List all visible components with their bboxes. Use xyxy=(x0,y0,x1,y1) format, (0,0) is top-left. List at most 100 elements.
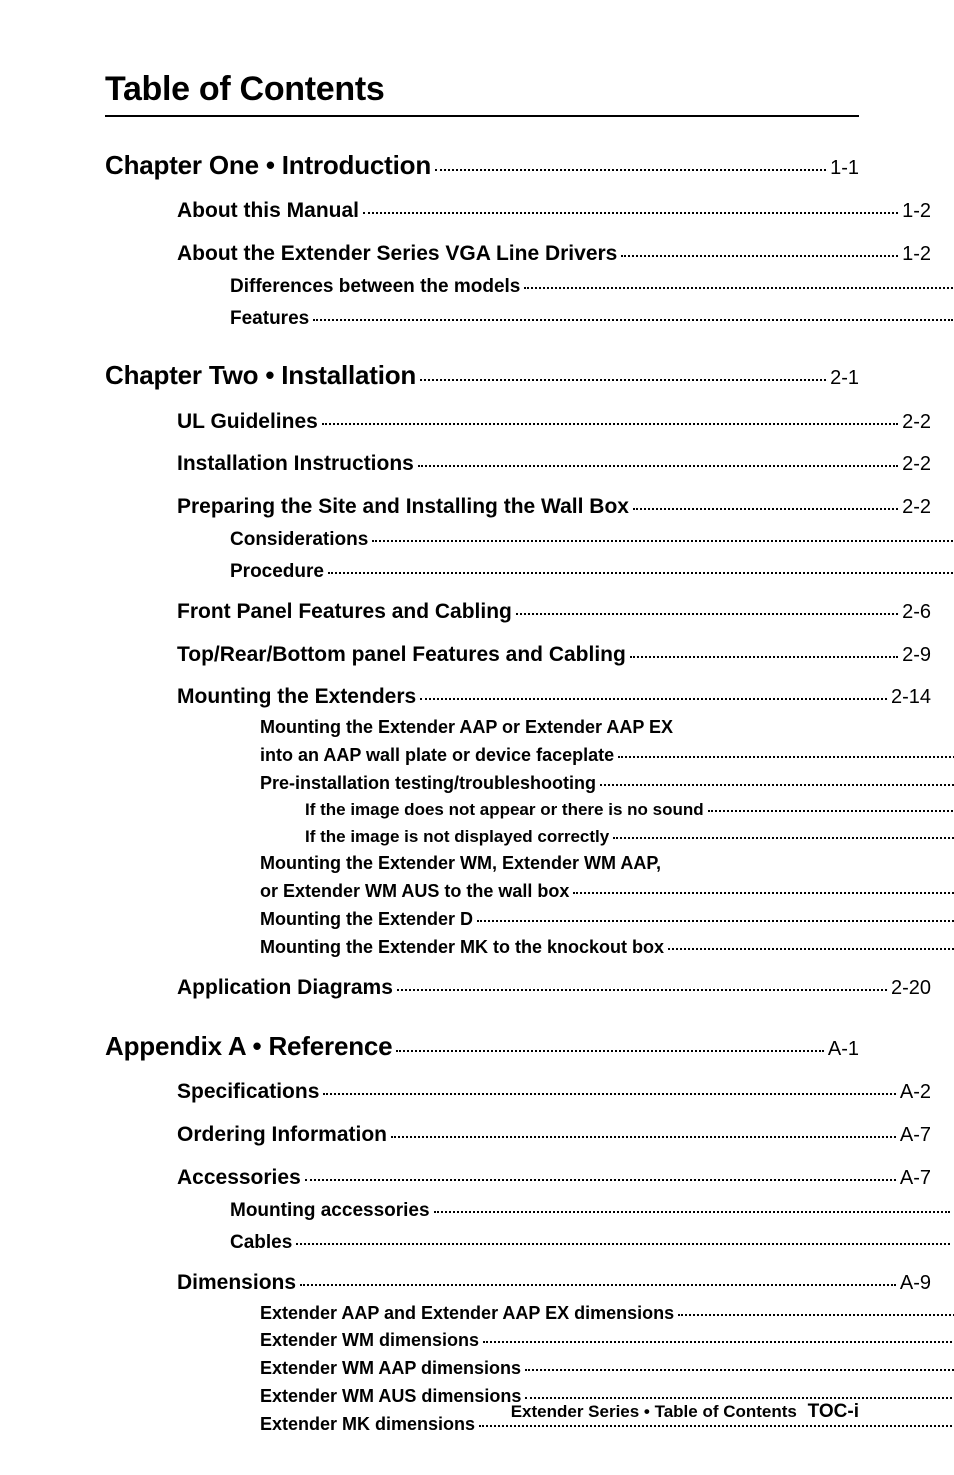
toc-entry-page: 1-2 xyxy=(902,239,931,270)
toc-leader xyxy=(525,1369,954,1371)
toc-entry-page: 2-2 xyxy=(902,492,931,523)
toc-entry-page: 2-6 xyxy=(902,597,931,628)
toc-entry: Pre-installation testing/troubleshooting… xyxy=(260,770,954,798)
toc-entry: Mounting the Extender WM, Extender WM AA… xyxy=(260,850,954,878)
toc-entry-page: 2-20 xyxy=(891,973,931,1004)
toc-entry-page: A-7 xyxy=(900,1120,931,1151)
toc-leader xyxy=(613,837,954,839)
toc-leader xyxy=(420,698,887,700)
toc-entry: About the Extender Series VGA Line Drive… xyxy=(177,238,931,271)
toc-entry: Differences between the models1-2 xyxy=(230,272,954,301)
toc-leader xyxy=(621,255,898,257)
toc-entry: Front Panel Features and Cabling 2-6 xyxy=(177,596,931,629)
toc-leader xyxy=(296,1243,950,1245)
toc-entry-label: into an AAP wall plate or device facepla… xyxy=(260,742,614,770)
toc-entry: CablesA-8 xyxy=(230,1228,954,1257)
toc-leader xyxy=(618,756,954,758)
toc-leader xyxy=(305,1179,896,1181)
toc-entry-page: A-9 xyxy=(900,1268,931,1299)
toc-entry-label: Top/Rear/Bottom panel Features and Cabli… xyxy=(177,639,626,672)
toc-entry-label: About the Extender Series VGA Line Drive… xyxy=(177,238,617,271)
toc-entry: Mounting the Extender D2-18 xyxy=(260,906,954,934)
toc-entry: Mounting the Extenders 2-14 xyxy=(177,681,931,714)
toc-entry: If the image does not appear or there is… xyxy=(305,797,954,823)
toc-entry: Installation Instructions2-2 xyxy=(177,448,931,481)
toc-entry-label: Front Panel Features and Cabling xyxy=(177,596,512,629)
toc-entry: Preparing the Site and Installing the Wa… xyxy=(177,491,931,524)
footer-text: Extender Series • Table of Contents xyxy=(511,1402,797,1421)
toc-entry-page: 1-1 xyxy=(830,153,859,184)
toc-entry-label: Chapter One • Introduction xyxy=(105,145,431,185)
toc-leader xyxy=(322,423,898,425)
toc-entry-page: 1-2 xyxy=(902,196,931,227)
toc-entry-label: Preparing the Site and Installing the Wa… xyxy=(177,491,629,524)
toc-leader xyxy=(525,1397,954,1399)
toc-entry-label: Mounting the Extender WM, Extender WM AA… xyxy=(260,850,661,878)
toc-leader xyxy=(313,319,952,321)
toc-entry-label: Application Diagrams xyxy=(177,972,393,1005)
toc-entry-label: Mounting the Extender AAP or Extender AA… xyxy=(260,714,673,742)
toc-entry: into an AAP wall plate or device facepla… xyxy=(260,742,954,770)
toc-entry: Procedure2-3 xyxy=(230,557,954,586)
toc-entry-label: Pre-installation testing/troubleshooting xyxy=(260,770,596,798)
toc-entry-page: A-1 xyxy=(828,1034,859,1065)
toc-leader xyxy=(418,465,898,467)
toc-entry-label: Mounting the Extender D xyxy=(260,906,473,934)
toc-leader xyxy=(363,212,898,214)
toc-entry-label: Extender MK dimensions xyxy=(260,1411,475,1439)
toc-entry-label: or Extender WM AUS to the wall box xyxy=(260,878,569,906)
toc-leader xyxy=(435,169,826,171)
toc-entry-label: Extender WM dimensions xyxy=(260,1327,479,1355)
toc-entry-page: A-2 xyxy=(900,1077,931,1108)
toc-entry: If the image is not displayed correctly2… xyxy=(305,824,954,850)
toc-entry: Extender WM dimensionsA-10 xyxy=(260,1327,954,1355)
toc-entry-label: Ordering Information xyxy=(177,1119,387,1152)
toc-leader xyxy=(516,613,898,615)
toc-entry-label: Appendix A • Reference xyxy=(105,1026,392,1066)
toc-entry-label: UL Guidelines xyxy=(177,406,318,439)
toc-entry-label: Extender AAP and Extender AAP EX dimensi… xyxy=(260,1300,674,1328)
toc-entry: About this Manual 1-2 xyxy=(177,195,931,228)
toc-leader xyxy=(372,540,952,542)
toc-leader xyxy=(483,1341,954,1343)
toc-entry: Considerations2-2 xyxy=(230,525,954,554)
toc-leader xyxy=(323,1093,895,1095)
toc-entry: Extender AAP and Extender AAP EX dimensi… xyxy=(260,1300,954,1328)
toc-entry-label: Chapter Two • Installation xyxy=(105,355,416,395)
toc-leader xyxy=(328,572,953,574)
toc-entry-label: Features xyxy=(230,304,309,333)
toc-entry-label: Mounting the Extender MK to the knockout… xyxy=(260,934,664,962)
page-title: Table of Contents xyxy=(105,70,859,109)
toc-entry-label: Accessories xyxy=(177,1162,301,1195)
toc-entry-page: 2-9 xyxy=(902,640,931,671)
toc-entry-label: Extender WM AUS dimensions xyxy=(260,1383,521,1411)
toc-entry-page: 2-14 xyxy=(891,682,931,713)
toc-leader xyxy=(630,656,898,658)
toc-leader xyxy=(708,810,954,812)
toc-entry-label: Procedure xyxy=(230,557,324,586)
toc-entry-label: About this Manual xyxy=(177,195,359,228)
toc-leader xyxy=(524,287,952,289)
toc-leader xyxy=(300,1284,896,1286)
toc-entry-page: 2-2 xyxy=(902,449,931,480)
toc-entry: Extender WM AAP dimensionsA-11 xyxy=(260,1355,954,1383)
toc-entry-label: Mounting the Extenders xyxy=(177,681,416,714)
toc-entry-label: Cables xyxy=(230,1228,292,1257)
toc-leader xyxy=(391,1136,896,1138)
toc-entry: Mounting the Extender MK to the knockout… xyxy=(260,934,954,962)
toc-leader xyxy=(397,989,887,991)
toc-entry: UL Guidelines2-2 xyxy=(177,406,931,439)
toc-entry-page: 2-1 xyxy=(830,363,859,394)
toc-entry: SpecificationsA-2 xyxy=(177,1076,931,1109)
toc-entry-label: Dimensions xyxy=(177,1267,296,1300)
toc-entry: Chapter One • Introduction 1-1 xyxy=(105,145,859,185)
toc-entry: or Extender WM AUS to the wall box2-17 xyxy=(260,878,954,906)
title-rule xyxy=(105,115,859,117)
toc-entry: Ordering Information A-7 xyxy=(177,1119,931,1152)
page: Table of Contents Chapter One • Introduc… xyxy=(0,0,954,1475)
toc-entry: Mounting the Extender AAP or Extender AA… xyxy=(260,714,954,742)
toc-leader xyxy=(668,948,954,950)
footer-page-id: TOC-i xyxy=(808,1401,859,1422)
toc-entry: AccessoriesA-7 xyxy=(177,1162,931,1195)
toc-leader xyxy=(477,920,954,922)
